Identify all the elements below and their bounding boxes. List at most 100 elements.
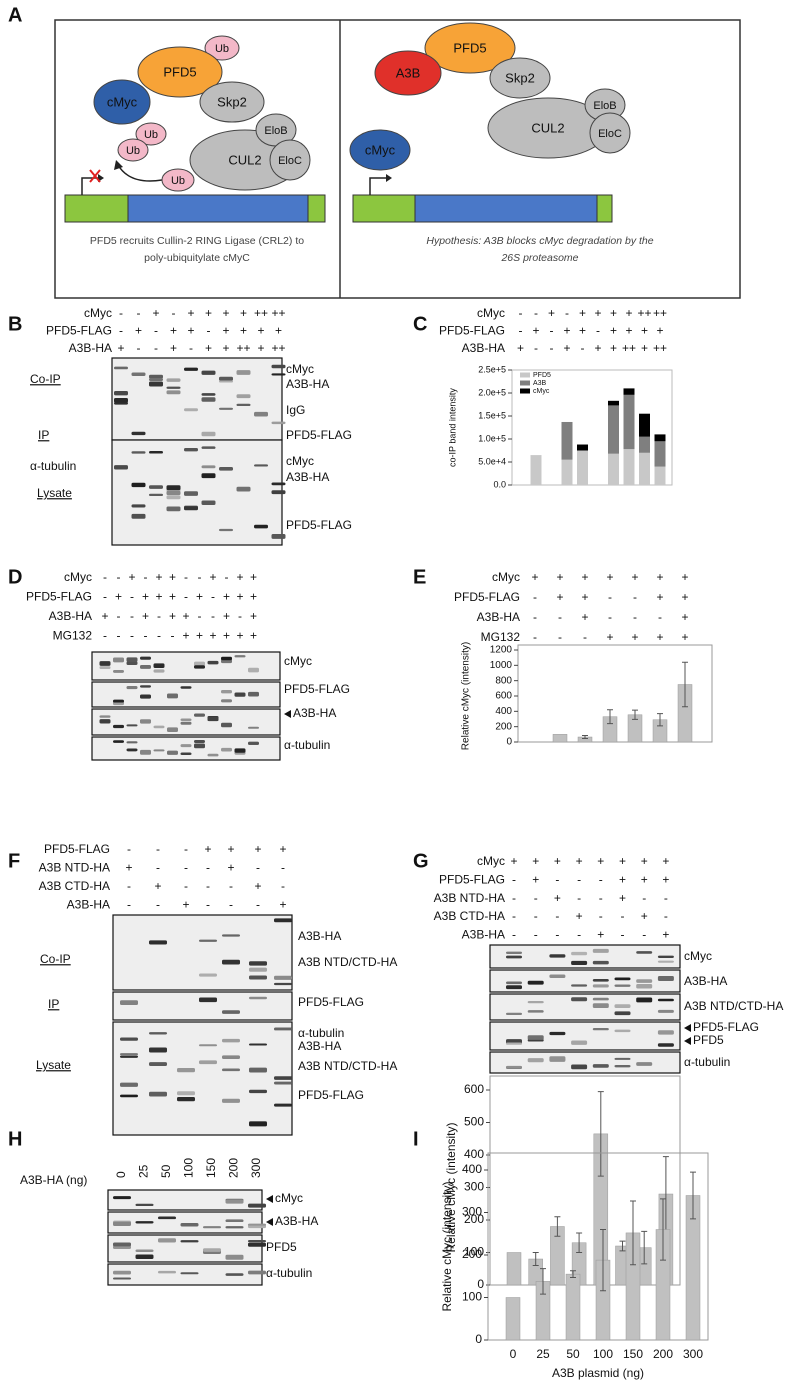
blot-band — [113, 657, 124, 663]
blot-band — [236, 403, 251, 407]
blot-band — [113, 740, 124, 743]
condition-sign: - — [206, 861, 210, 875]
y-tick-label: 400 — [495, 706, 512, 717]
dose: 25 — [137, 1164, 151, 1178]
blot-band — [549, 1056, 566, 1061]
condition-label: PFD5-FLAG — [439, 324, 505, 338]
protein-label: Ub — [126, 145, 140, 157]
condition-sign: - — [119, 306, 123, 320]
blot-band — [234, 692, 246, 697]
blot-band — [135, 1203, 154, 1207]
blot-band — [271, 364, 286, 369]
blot-band — [236, 370, 251, 375]
condition-sign: - — [184, 842, 188, 856]
blot-band — [207, 660, 219, 665]
blot-band — [614, 977, 631, 981]
condition-sign: + — [597, 927, 604, 941]
protein — [204, 35, 240, 61]
blot-band — [201, 446, 216, 449]
blot-band — [249, 1067, 267, 1073]
condition-sign: + — [227, 842, 234, 856]
blot-band — [527, 980, 544, 985]
blot-band — [657, 955, 674, 959]
pointer — [684, 1037, 691, 1045]
blot-band — [120, 1082, 138, 1087]
blot-band — [194, 713, 205, 717]
condition-label: PFD5-FLAG — [44, 842, 110, 856]
condition-sign: + — [254, 842, 261, 856]
blot-band — [274, 1076, 292, 1080]
blot-band — [506, 981, 522, 985]
condition-sign: + — [187, 306, 194, 320]
condition-sign: + — [223, 590, 230, 604]
y-tick-label: 1.5e+5 — [478, 410, 506, 420]
blot-label: A3B NTD/CTD-HA — [298, 955, 397, 969]
error-bar — [554, 1216, 561, 1237]
condition-sign: + — [554, 854, 561, 868]
blot-band — [201, 397, 216, 402]
protein-label: cMyc — [107, 94, 138, 109]
condition-sign: ++ — [653, 306, 667, 320]
blot-band — [657, 976, 674, 981]
blot-band — [614, 1029, 631, 1033]
blot-band — [571, 997, 588, 1002]
blot-band — [271, 534, 286, 539]
condition-sign: - — [156, 842, 160, 856]
blot-band — [99, 666, 111, 670]
blot-band — [180, 744, 192, 748]
bar-segment — [577, 450, 588, 485]
bar-segment — [530, 455, 542, 485]
blot-band — [221, 747, 232, 752]
panel-label: A — [8, 4, 22, 26]
blot — [489, 1051, 681, 1074]
condition-sign: - — [229, 879, 233, 893]
condition-sign: + — [610, 341, 617, 355]
pointer — [266, 1195, 273, 1203]
blot-band — [131, 431, 146, 436]
blot-band — [180, 1240, 199, 1243]
blot-band — [201, 473, 216, 479]
blot-band — [166, 495, 181, 500]
gene-utr — [596, 194, 613, 223]
protein-label: Skp2 — [217, 94, 247, 109]
bar-segment — [577, 444, 588, 451]
blot-band — [236, 486, 251, 492]
blot-band — [126, 657, 138, 662]
protein-label: Ub — [171, 175, 185, 187]
bar-segment — [608, 400, 619, 406]
blot-band — [219, 407, 233, 410]
error-bar — [682, 661, 688, 708]
blot-band — [180, 1222, 199, 1227]
protein — [135, 122, 167, 146]
blot-band — [571, 1040, 588, 1045]
blot-band — [140, 694, 151, 699]
panel-label: C — [413, 313, 427, 335]
blot-band — [225, 1219, 244, 1223]
condition-sign: + — [279, 898, 286, 912]
blot-band — [135, 1221, 154, 1224]
gene-utr — [352, 194, 416, 223]
blot-band — [221, 656, 232, 661]
condition-sign: + — [240, 306, 247, 320]
blot-band — [636, 984, 653, 989]
condition-sign: ++ — [271, 306, 285, 320]
condition-sign: + — [656, 324, 663, 338]
condition-sign: - — [172, 306, 176, 320]
condition-sign: - — [238, 609, 242, 623]
error-bar — [607, 709, 613, 725]
condition-sign: + — [619, 872, 626, 886]
condition-sign: + — [532, 324, 539, 338]
condition-sign: - — [225, 570, 229, 584]
condition-sign: + — [142, 609, 149, 623]
blot-band — [506, 955, 522, 959]
condition-sign: + — [250, 609, 257, 623]
blot-band — [126, 686, 138, 690]
protein-label: PFD5 — [453, 40, 486, 55]
blot-band — [194, 665, 205, 669]
blot-band — [549, 974, 566, 978]
panel-label: G — [413, 850, 429, 872]
protein-label: EloC — [598, 128, 622, 140]
error-bar — [582, 734, 588, 740]
legend-label: cMyc — [533, 388, 550, 395]
